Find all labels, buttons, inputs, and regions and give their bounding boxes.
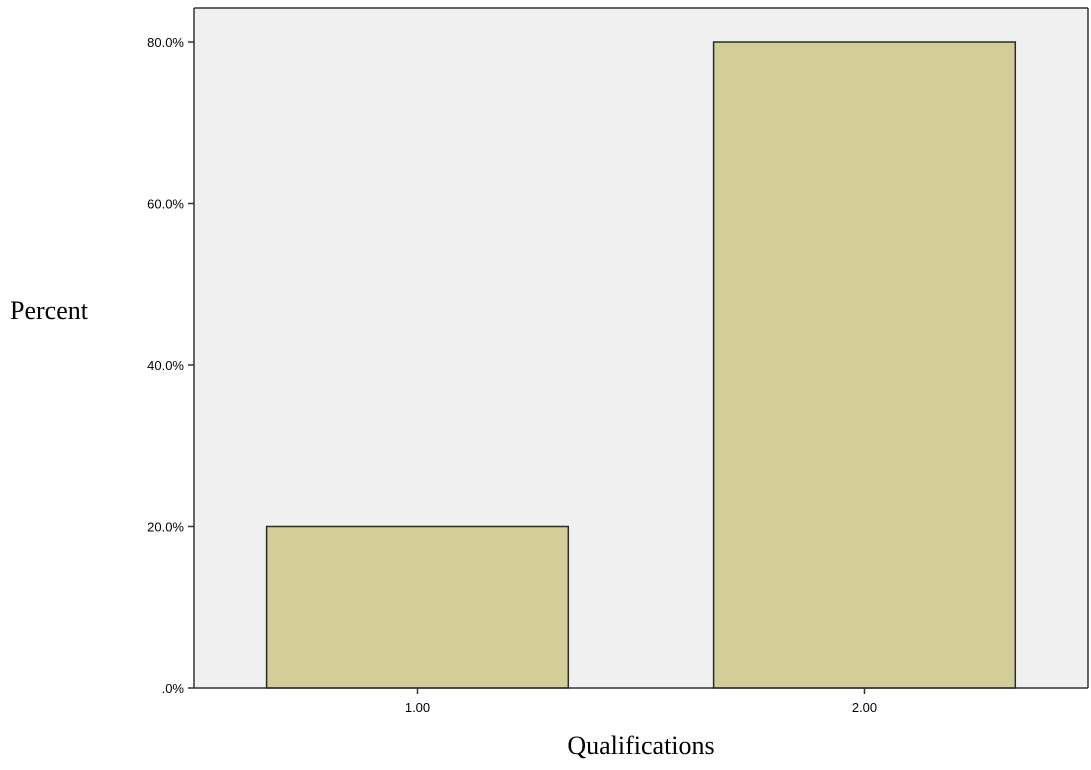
x-tick-label: 1.00	[405, 700, 430, 715]
bar-2.00	[712, 41, 1017, 689]
y-axis-ticks: .0% 20.0% 40.0% 60.0% 80.0%	[147, 35, 194, 696]
bars	[265, 41, 1017, 689]
y-tick-label: 60.0%	[147, 197, 184, 212]
y-tick-label: 40.0%	[147, 358, 184, 373]
y-axis-title: Percent	[10, 296, 89, 325]
x-axis-ticks: 1.00 2.00	[405, 688, 877, 715]
y-tick-label: .0%	[162, 681, 185, 696]
y-tick-label: 80.0%	[147, 35, 184, 50]
x-axis-title: Qualifications	[567, 731, 714, 760]
y-tick-label: 20.0%	[147, 520, 184, 535]
axes	[193, 7, 1089, 689]
bar-1.00	[265, 525, 570, 689]
x-tick-label: 2.00	[852, 700, 877, 715]
